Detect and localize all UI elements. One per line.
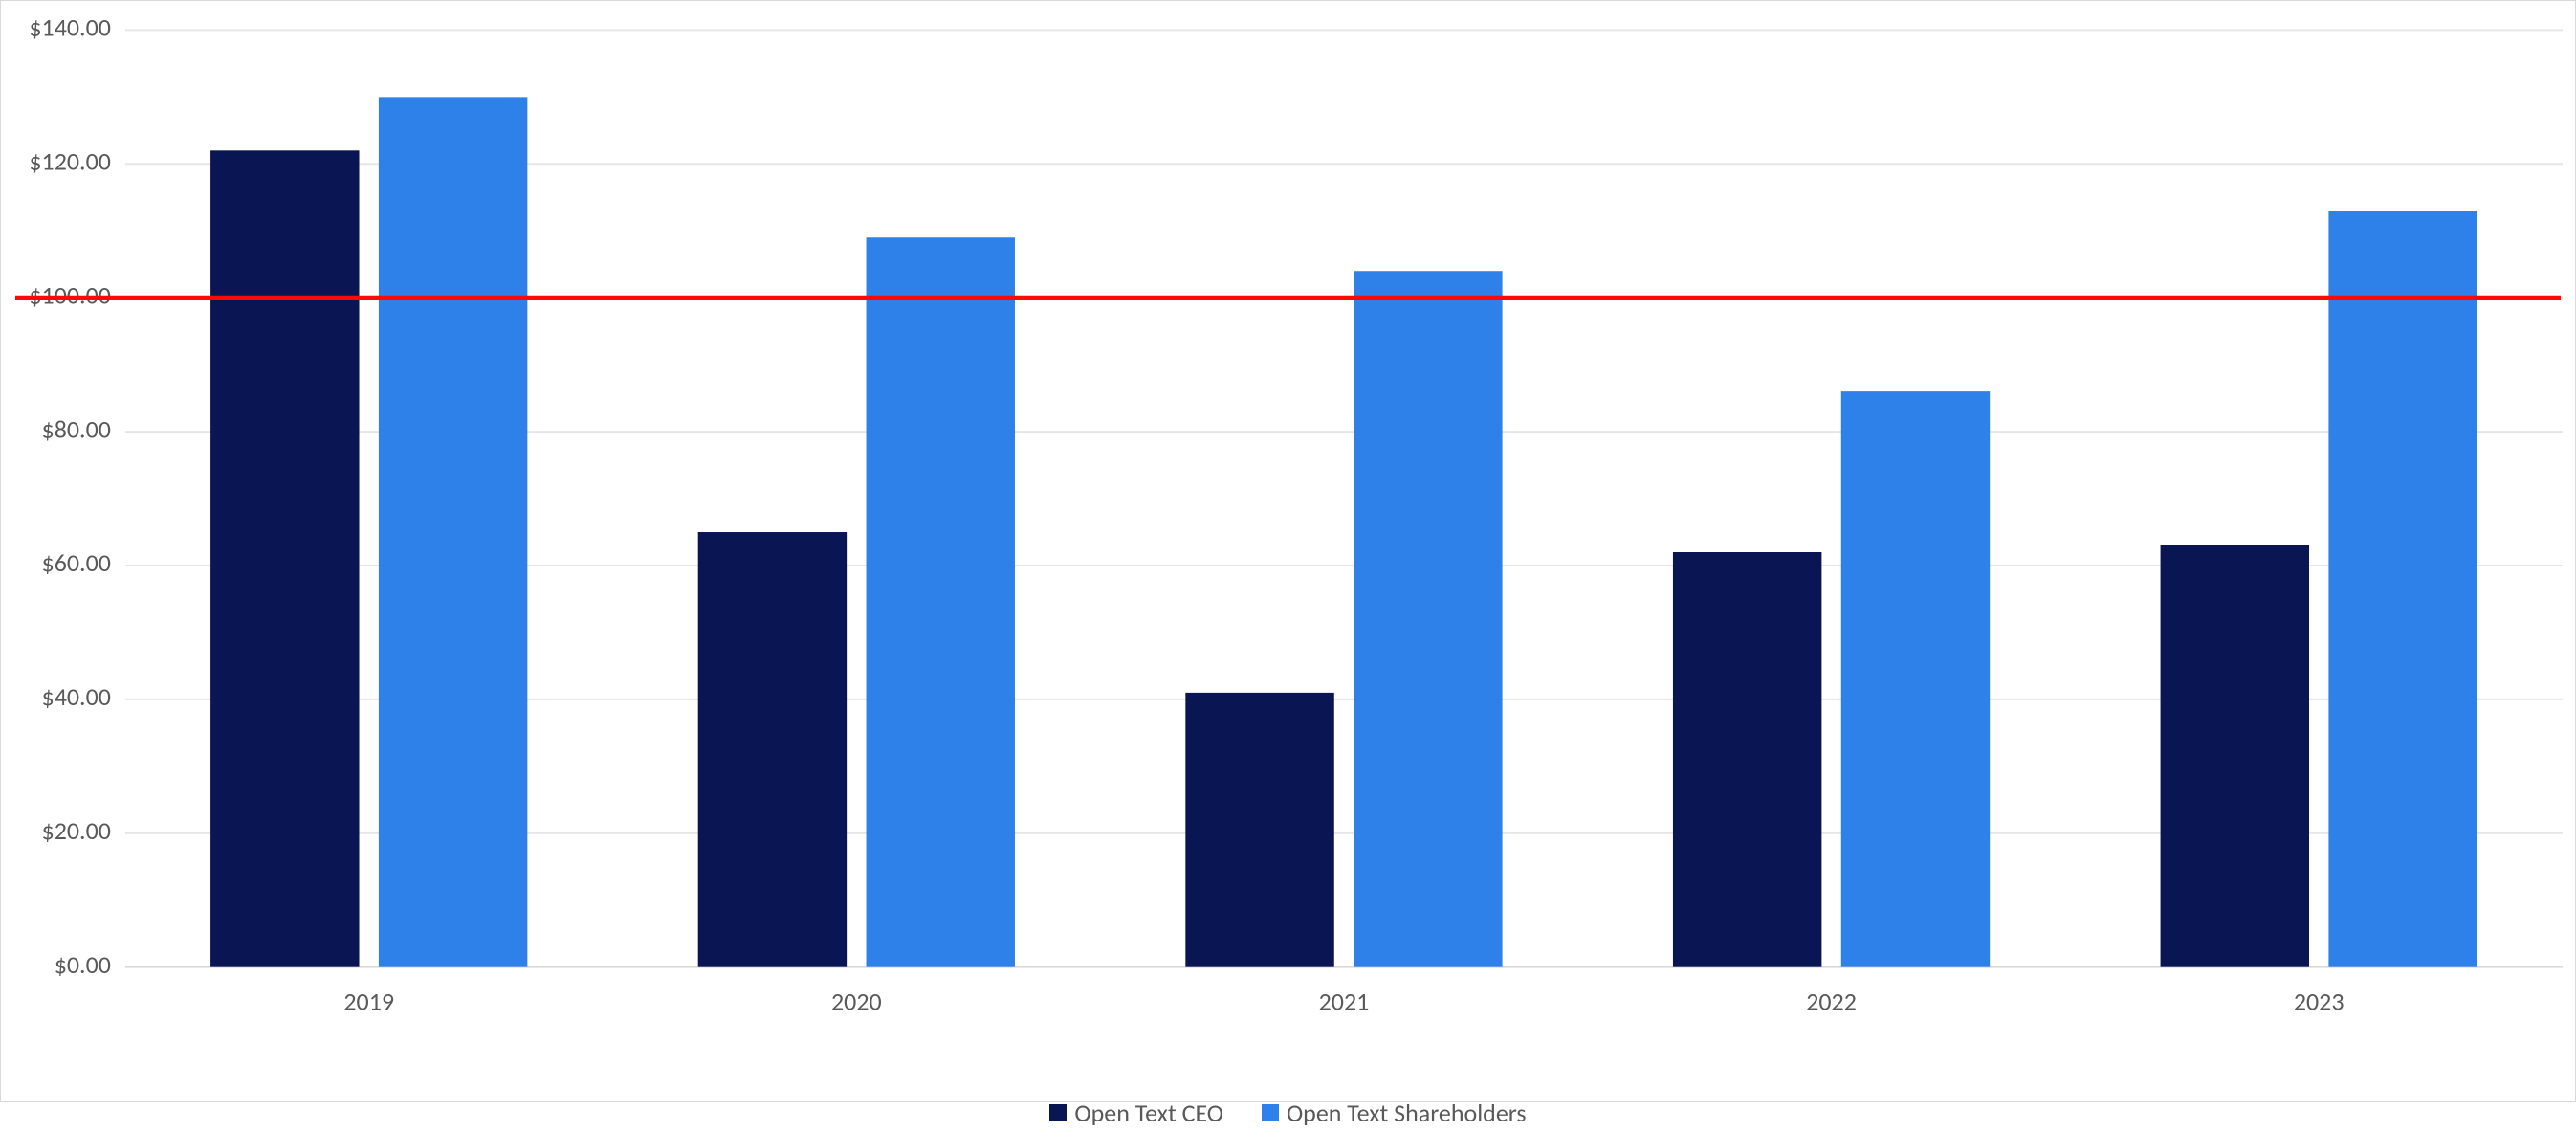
x-category-label: 2022 [1806, 987, 1857, 1017]
plot-area: $0.00 $20.00 $40.00 $60.00 $80.00 $100.00 $120… [1, 1, 2575, 1103]
y-tick-label: $0.00 [55, 949, 111, 980]
y-tick-label: $60.00 [42, 547, 111, 578]
legend: Open Text CEOOpen Text Shareholders [1, 1094, 2575, 1132]
y-tick-label: $40.00 [42, 681, 111, 712]
y-tick-label: $140.00 [29, 12, 111, 43]
y-tick-label: $100.00 [29, 279, 111, 310]
legend-swatch [1262, 1104, 1279, 1121]
bar [379, 97, 527, 966]
bar [210, 150, 359, 966]
bar [1185, 693, 1333, 967]
x-category-label: 2021 [1319, 987, 1370, 1017]
bar [1841, 391, 1990, 967]
x-category-label: 2023 [2294, 987, 2345, 1017]
bar [1673, 552, 1821, 967]
bar [867, 237, 1015, 966]
y-tick-label: $80.00 [42, 413, 111, 444]
y-tick-label: $120.00 [29, 146, 111, 177]
x-category-label: 2020 [831, 987, 882, 1017]
chart-container: $0.00 $20.00 $40.00 $60.00 $80.00 $100.00 $120… [0, 0, 2576, 1102]
bar [698, 532, 847, 967]
bar [2161, 545, 2309, 967]
bar [2328, 211, 2477, 966]
y-tick-label: $20.00 [42, 815, 111, 846]
x-category-label: 2019 [343, 987, 394, 1017]
legend-swatch [1049, 1104, 1067, 1121]
bar [1354, 271, 1502, 966]
